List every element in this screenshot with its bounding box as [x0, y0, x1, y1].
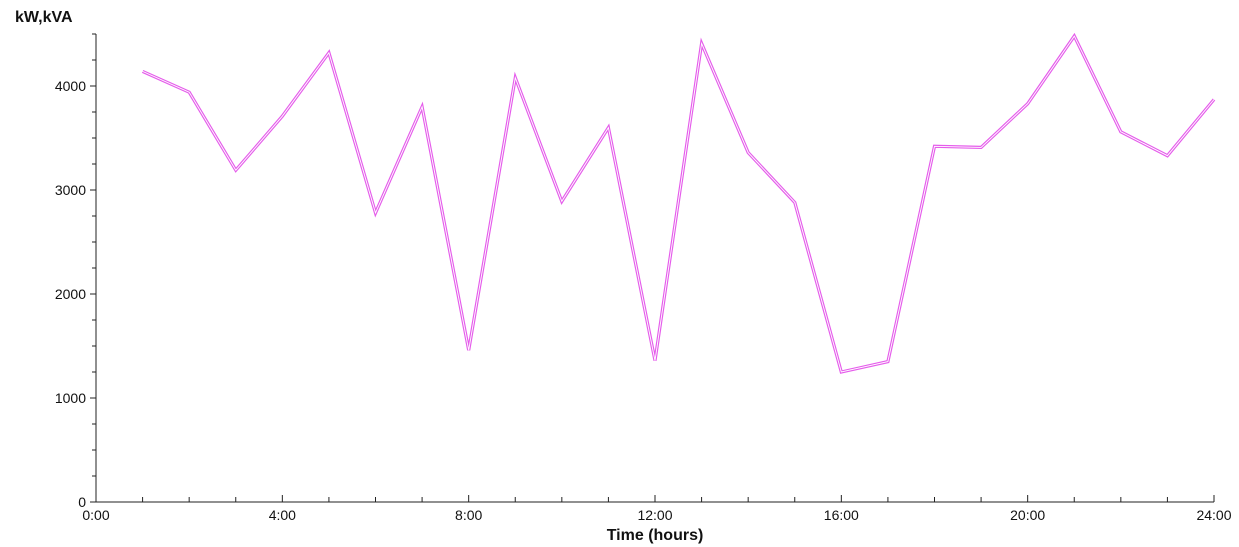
data-point	[887, 360, 889, 362]
y-tick-label: 2000	[55, 286, 86, 302]
data-point	[980, 146, 982, 148]
data-point	[467, 349, 469, 351]
y-tick-label: 1000	[55, 390, 86, 406]
y-tick-label: 4000	[55, 78, 86, 94]
data-point	[840, 371, 842, 373]
data-point	[561, 200, 563, 202]
x-tick-label: 12:00	[637, 507, 672, 523]
x-tick-label: 16:00	[824, 507, 859, 523]
y-minor-ticks	[90, 33, 96, 503]
data-point	[747, 151, 749, 153]
data-point	[1120, 131, 1122, 133]
data-point	[281, 115, 283, 117]
y-tick-label: 3000	[55, 182, 86, 198]
x-tick-label: 24:00	[1196, 507, 1231, 523]
data-point	[188, 91, 190, 93]
x-tick-label: 0:00	[82, 507, 109, 523]
data-point	[1166, 154, 1168, 156]
data-point	[235, 169, 237, 171]
x-minor-ticks	[95, 495, 1215, 502]
x-tick-labels: 0:00 4:00 8:00 12:00 16:00 20:00 24:00	[82, 507, 1231, 523]
y-axis-title: kW,kVA	[15, 9, 73, 26]
x-tick-label: 20:00	[1010, 507, 1045, 523]
data-point	[607, 126, 609, 128]
data-point	[141, 70, 143, 72]
y-tick-labels: 0 1000 2000 3000 4000	[55, 78, 86, 510]
data-point	[421, 106, 423, 108]
data-point	[1026, 102, 1028, 104]
y-tick-label: 0	[78, 494, 86, 510]
x-tick-label: 4:00	[269, 507, 296, 523]
data-point	[1213, 98, 1215, 100]
data-point	[700, 42, 702, 44]
data-point	[1073, 35, 1075, 37]
data-point	[514, 76, 516, 78]
series-layer	[141, 32, 1216, 374]
data-point	[328, 52, 330, 54]
series-line-inner	[142, 35, 1215, 373]
x-axis-title: Time (hours)	[607, 527, 704, 544]
data-point	[374, 212, 376, 214]
data-point	[654, 359, 656, 361]
data-point	[794, 201, 796, 203]
data-point	[933, 145, 935, 147]
axes: 0:00 4:00 8:00 12:00 16:00 20:00 24:00 0 1000 20…	[55, 33, 1232, 523]
x-tick-label: 8:00	[455, 507, 482, 523]
